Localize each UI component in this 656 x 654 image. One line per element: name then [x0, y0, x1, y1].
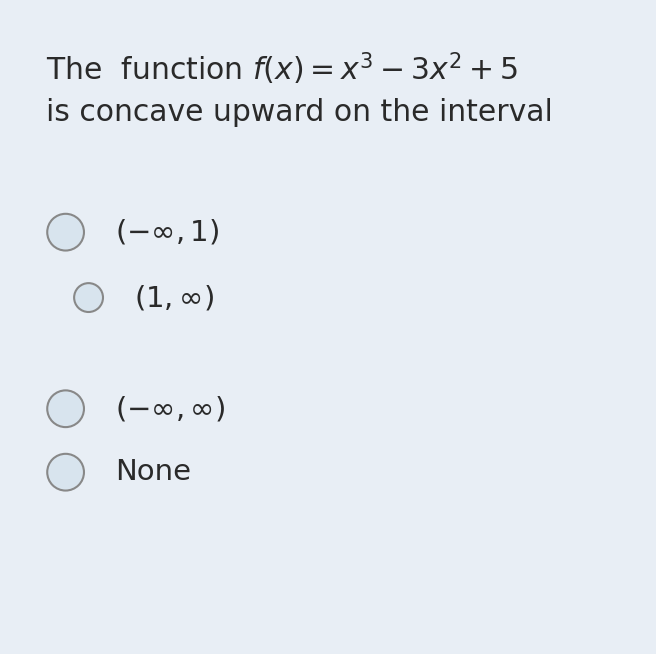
- Text: is concave upward on the interval: is concave upward on the interval: [46, 98, 552, 127]
- Text: $(1, \infty)$: $(1, \infty)$: [134, 283, 215, 312]
- Text: None: None: [115, 458, 191, 486]
- Text: $(-\infty, 1)$: $(-\infty, 1)$: [115, 218, 219, 247]
- Ellipse shape: [47, 390, 84, 427]
- Ellipse shape: [74, 283, 103, 312]
- Text: $(-\infty, \infty)$: $(-\infty, \infty)$: [115, 394, 225, 423]
- Ellipse shape: [47, 214, 84, 250]
- Text: The  function $f(x) = x^3 - 3x^2 + 5$: The function $f(x) = x^3 - 3x^2 + 5$: [46, 50, 518, 87]
- Ellipse shape: [47, 454, 84, 490]
